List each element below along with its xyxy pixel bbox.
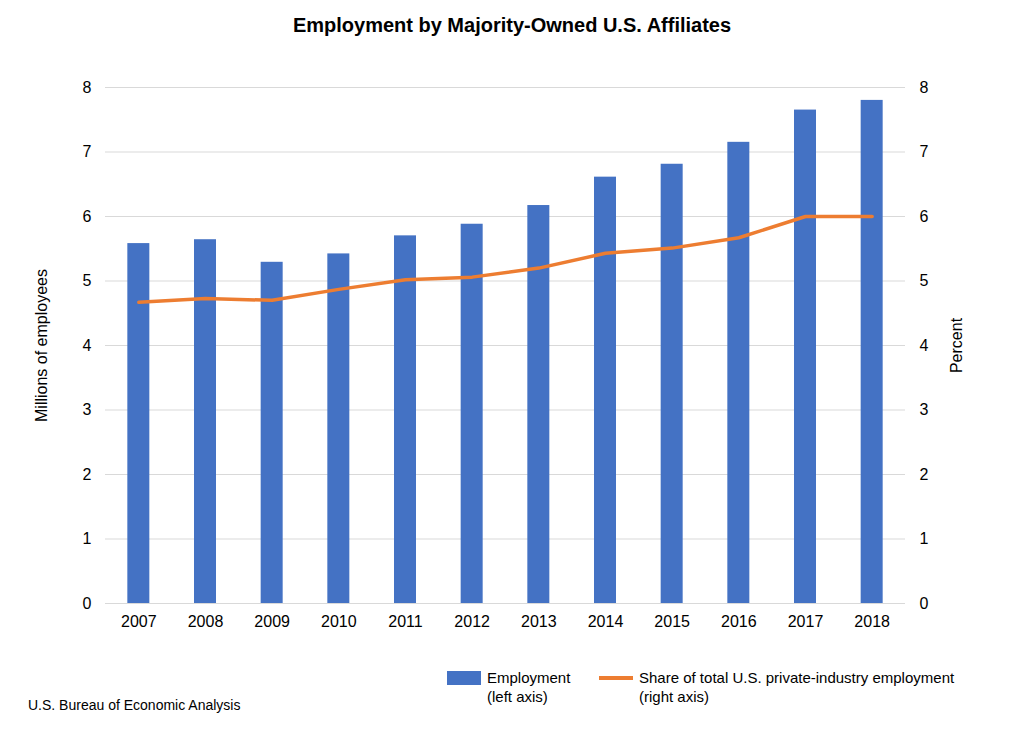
svg-text:2018: 2018: [854, 613, 890, 630]
svg-text:2017: 2017: [788, 613, 824, 630]
svg-text:5: 5: [83, 272, 92, 289]
svg-text:3: 3: [920, 401, 929, 418]
svg-text:0: 0: [920, 595, 929, 612]
svg-text:7: 7: [920, 143, 929, 160]
svg-text:7: 7: [83, 143, 92, 160]
svg-text:8: 8: [920, 79, 929, 96]
svg-text:2012: 2012: [454, 613, 490, 630]
svg-text:2013: 2013: [521, 613, 557, 630]
svg-text:0: 0: [83, 595, 92, 612]
svg-text:8: 8: [83, 79, 92, 96]
svg-text:4: 4: [83, 337, 92, 354]
svg-text:1: 1: [920, 530, 929, 547]
svg-text:2: 2: [83, 466, 92, 483]
svg-text:2015: 2015: [654, 613, 690, 630]
svg-text:2009: 2009: [254, 613, 290, 630]
svg-text:5: 5: [920, 272, 929, 289]
svg-text:1: 1: [83, 530, 92, 547]
html-text:Employment by Majority-Owned U: Employment by Majority-Owned U.S. Affili…: [292, 14, 732, 36]
svg-text:4: 4: [920, 337, 929, 354]
svg-text:2010: 2010: [321, 613, 357, 630]
svg-text:2: 2: [920, 466, 929, 483]
svg-text:2016: 2016: [721, 613, 757, 630]
svg-text:Percent: Percent: [948, 317, 965, 373]
html-text:Share of total U.S. private-in: Share of total U.S. private-industry emp…: [639, 669, 955, 705]
svg-text:6: 6: [83, 208, 92, 225]
svg-text:2008: 2008: [188, 613, 224, 630]
svg-text:2011: 2011: [388, 613, 423, 630]
svg-text:Millions of employees: Millions of employees: [33, 269, 50, 422]
html-text:U.S. Bureau of Economic Analys: U.S. Bureau of Economic Analysis: [28, 697, 241, 713]
svg-text:6: 6: [920, 208, 929, 225]
svg-text:2007: 2007: [121, 613, 157, 630]
html-text:Employment (left axis): Employment (left axis): [487, 669, 571, 705]
svg-text:2014: 2014: [588, 613, 624, 630]
svg-text:3: 3: [83, 401, 92, 418]
